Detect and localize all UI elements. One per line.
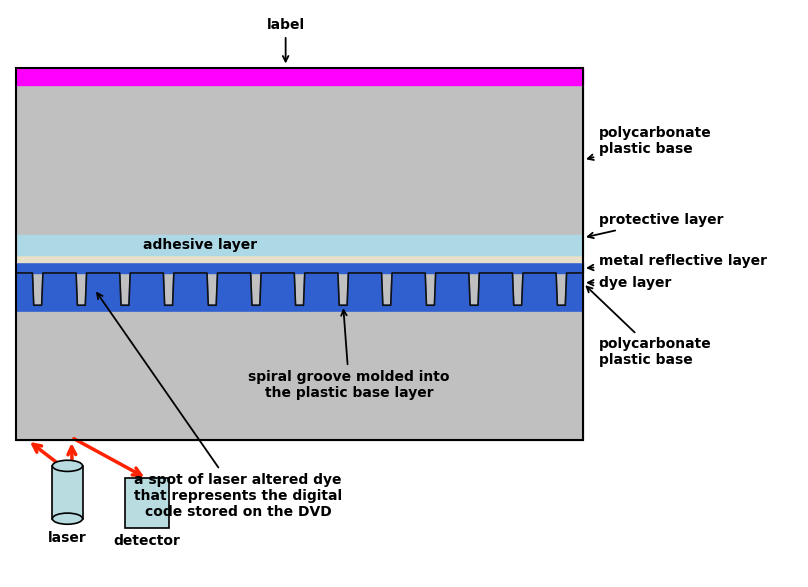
Text: dye layer: dye layer [588, 276, 671, 290]
Text: detector: detector [113, 534, 180, 548]
Text: polycarbonate
plastic base: polycarbonate plastic base [587, 286, 712, 367]
Ellipse shape [53, 513, 82, 524]
Bar [125, 478, 169, 528]
Polygon shape [16, 273, 583, 311]
Text: protective layer: protective layer [588, 213, 723, 238]
Bar [16, 273, 583, 440]
Text: label: label [267, 18, 305, 62]
Text: a spot of laser altered dye
that represents the digital
code stored on the DVD: a spot of laser altered dye that represe… [97, 293, 342, 519]
Bar [16, 235, 583, 255]
Text: spiral groove molded into
the plastic base layer: spiral groove molded into the plastic ba… [248, 310, 450, 400]
Bar [16, 68, 583, 85]
Bar [53, 466, 82, 519]
Bar [16, 68, 583, 440]
Bar [16, 255, 583, 262]
Text: laser: laser [48, 531, 86, 545]
Bar [16, 85, 583, 235]
Bar [16, 262, 583, 273]
Text: metal reflective layer: metal reflective layer [588, 254, 767, 270]
Ellipse shape [53, 460, 82, 471]
Text: polycarbonate
plastic base: polycarbonate plastic base [587, 126, 712, 160]
Text: adhesive layer: adhesive layer [143, 238, 257, 252]
